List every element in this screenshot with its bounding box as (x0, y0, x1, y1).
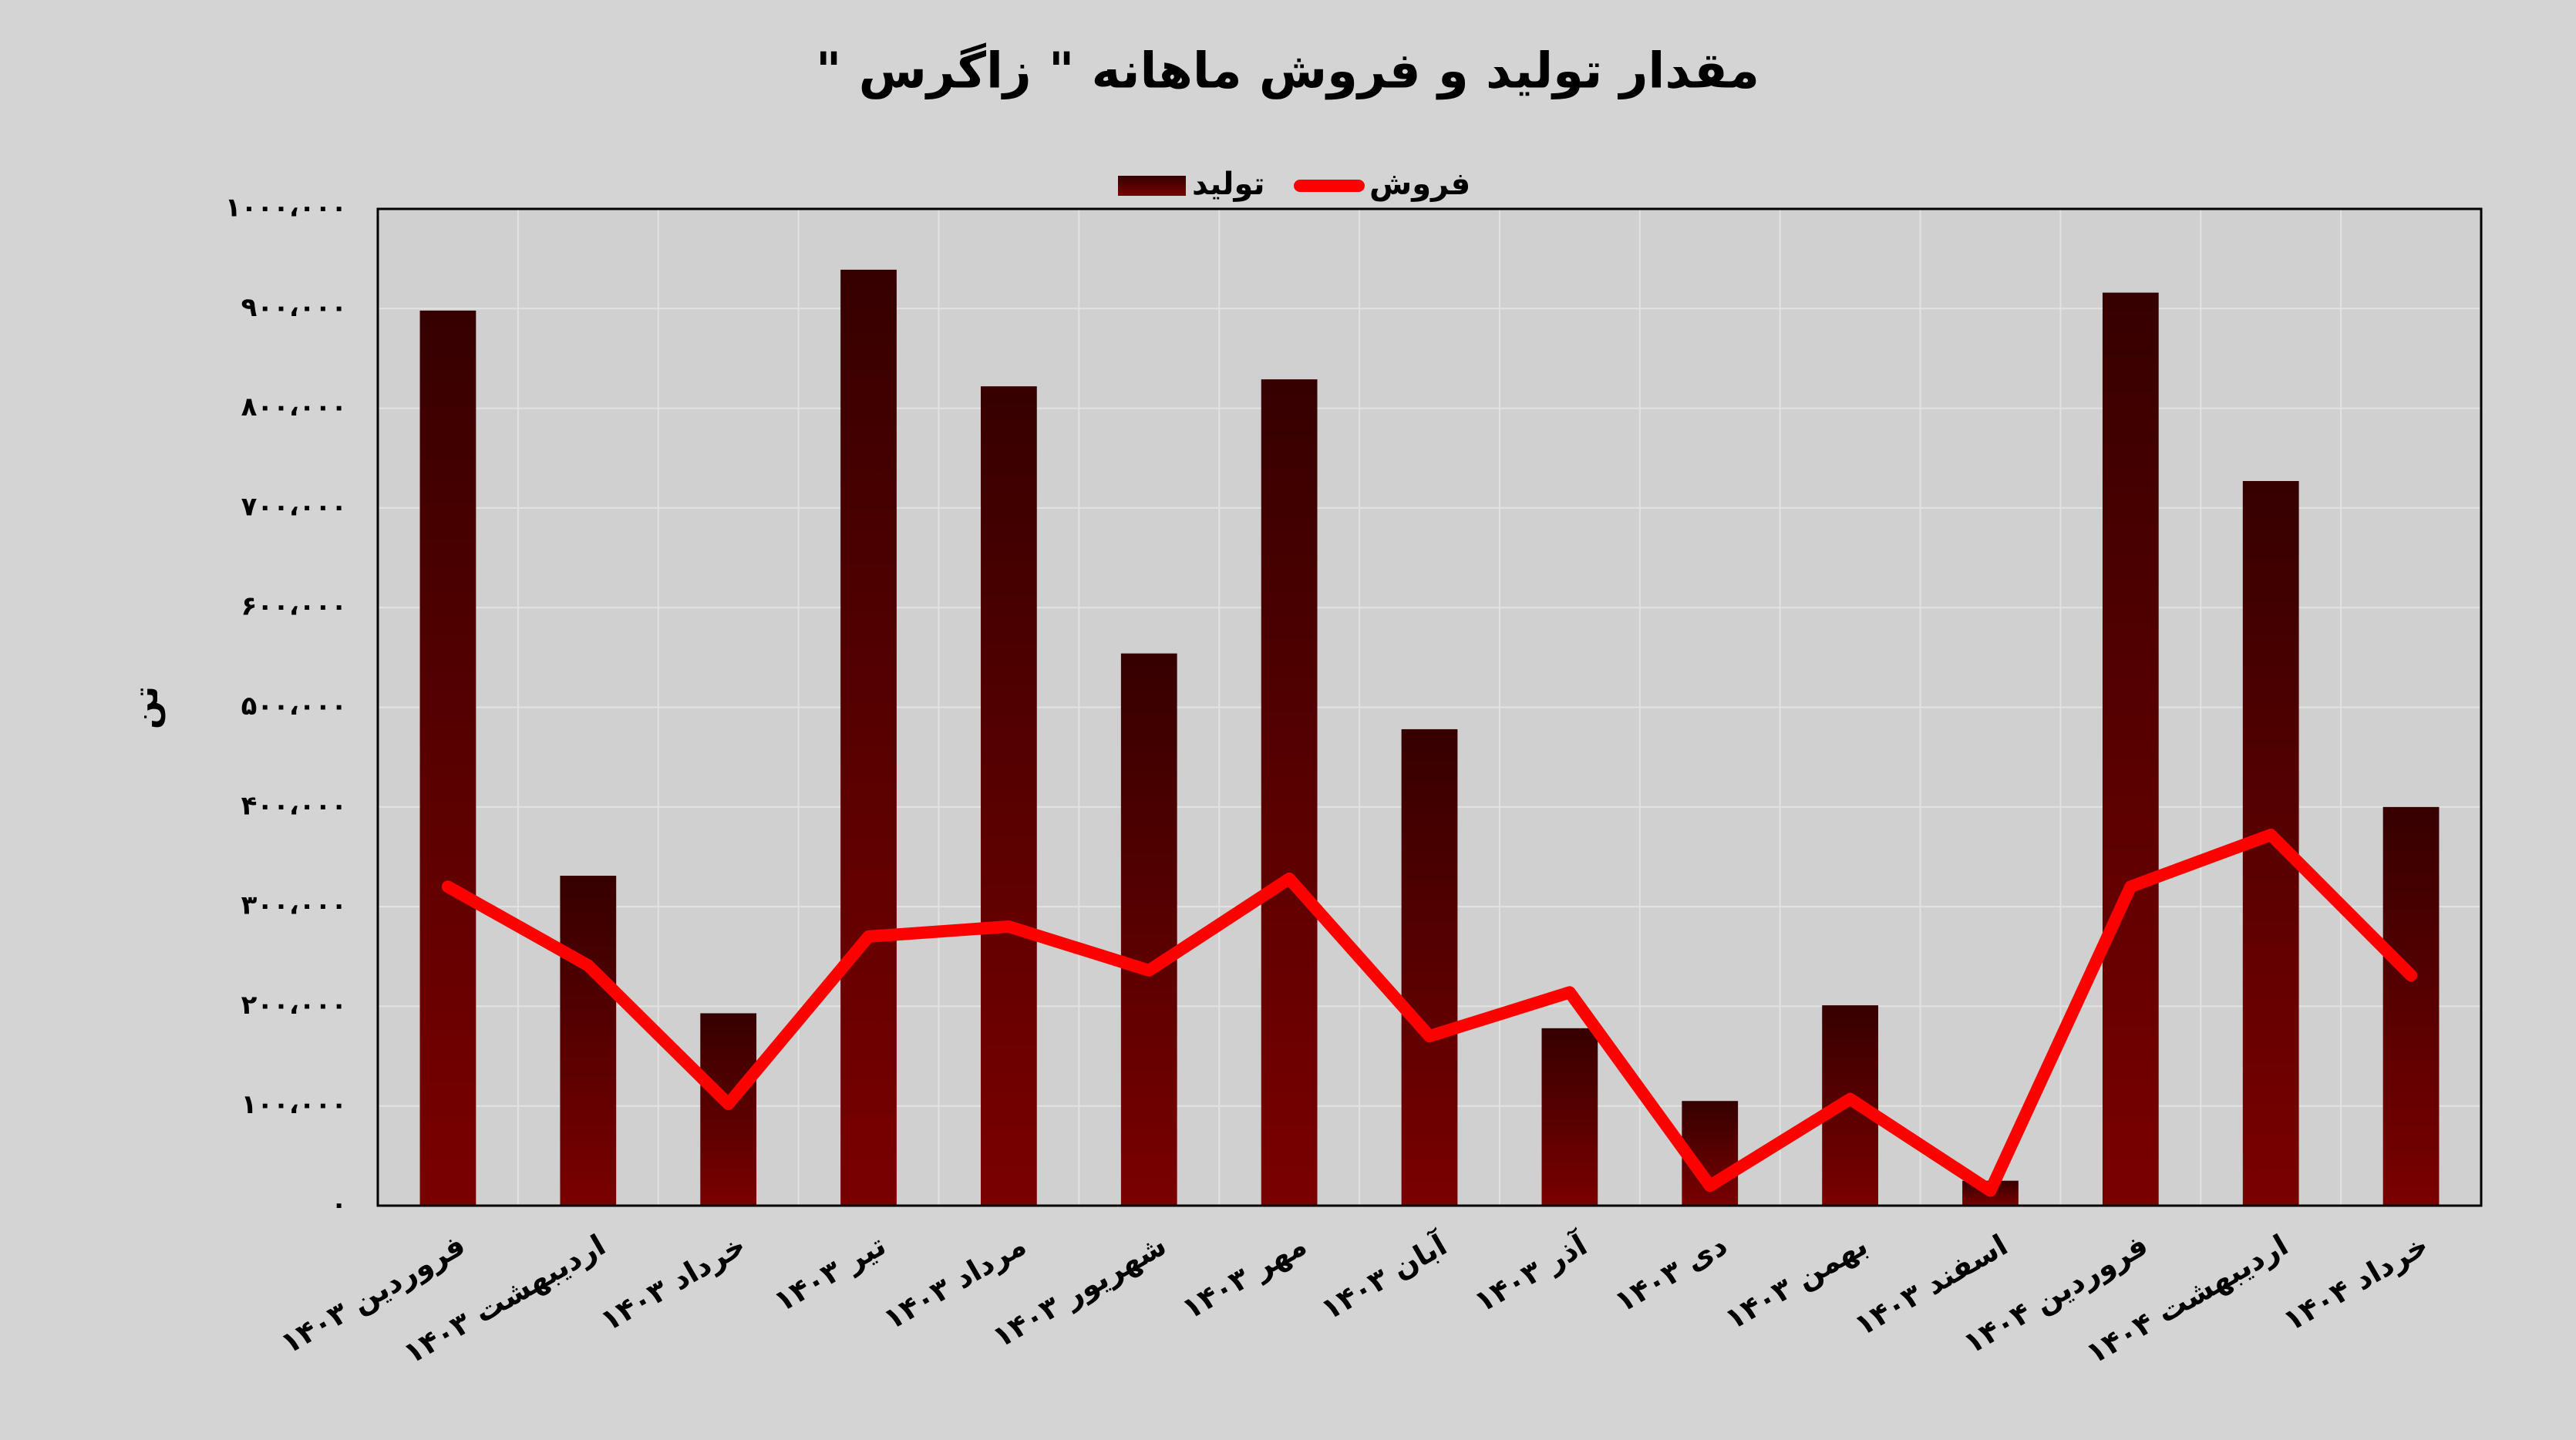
y-tick-label: ۹۰۰،۰۰۰ (241, 292, 347, 323)
y-tick-label: ۲۰۰،۰۰۰ (241, 990, 347, 1021)
bar (1541, 1028, 1598, 1206)
y-tick-label: ۷۰۰،۰۰۰ (241, 491, 347, 522)
legend-label: تولید (1192, 167, 1265, 202)
y-tick-label: ۰ (331, 1189, 347, 1220)
y-tick-label: ۸۰۰،۰۰۰ (241, 392, 347, 422)
line (441, 829, 2418, 1197)
y-tick-label: ۳۰۰،۰۰۰ (241, 890, 347, 921)
y-tick-label: ۱۰۰،۰۰۰ (241, 1089, 347, 1120)
chart-title: مقدار تولید و فروش ماهانه " زاگرس " (816, 42, 1759, 100)
y-axis-title: تن (126, 686, 166, 729)
plot-border (376, 207, 2483, 1207)
bar (1261, 379, 1318, 1206)
legend-label: فروش (1369, 167, 1470, 202)
bar (2102, 292, 2159, 1206)
y-tick-label: ۴۰۰،۰۰۰ (241, 790, 347, 821)
y-tick-label: ۵۰۰،۰۰۰ (241, 691, 347, 722)
bar (2382, 806, 2440, 1206)
bar (981, 386, 1037, 1206)
bar (560, 876, 617, 1206)
bar (1120, 653, 1177, 1206)
y-tick-label: ۱۰۰۰،۰۰۰ (225, 193, 347, 224)
legend-swatch (1118, 176, 1186, 196)
bar (1401, 728, 1458, 1206)
bar (419, 310, 476, 1206)
y-tick-label: ۶۰۰،۰۰۰ (241, 591, 347, 622)
bar (840, 269, 897, 1206)
